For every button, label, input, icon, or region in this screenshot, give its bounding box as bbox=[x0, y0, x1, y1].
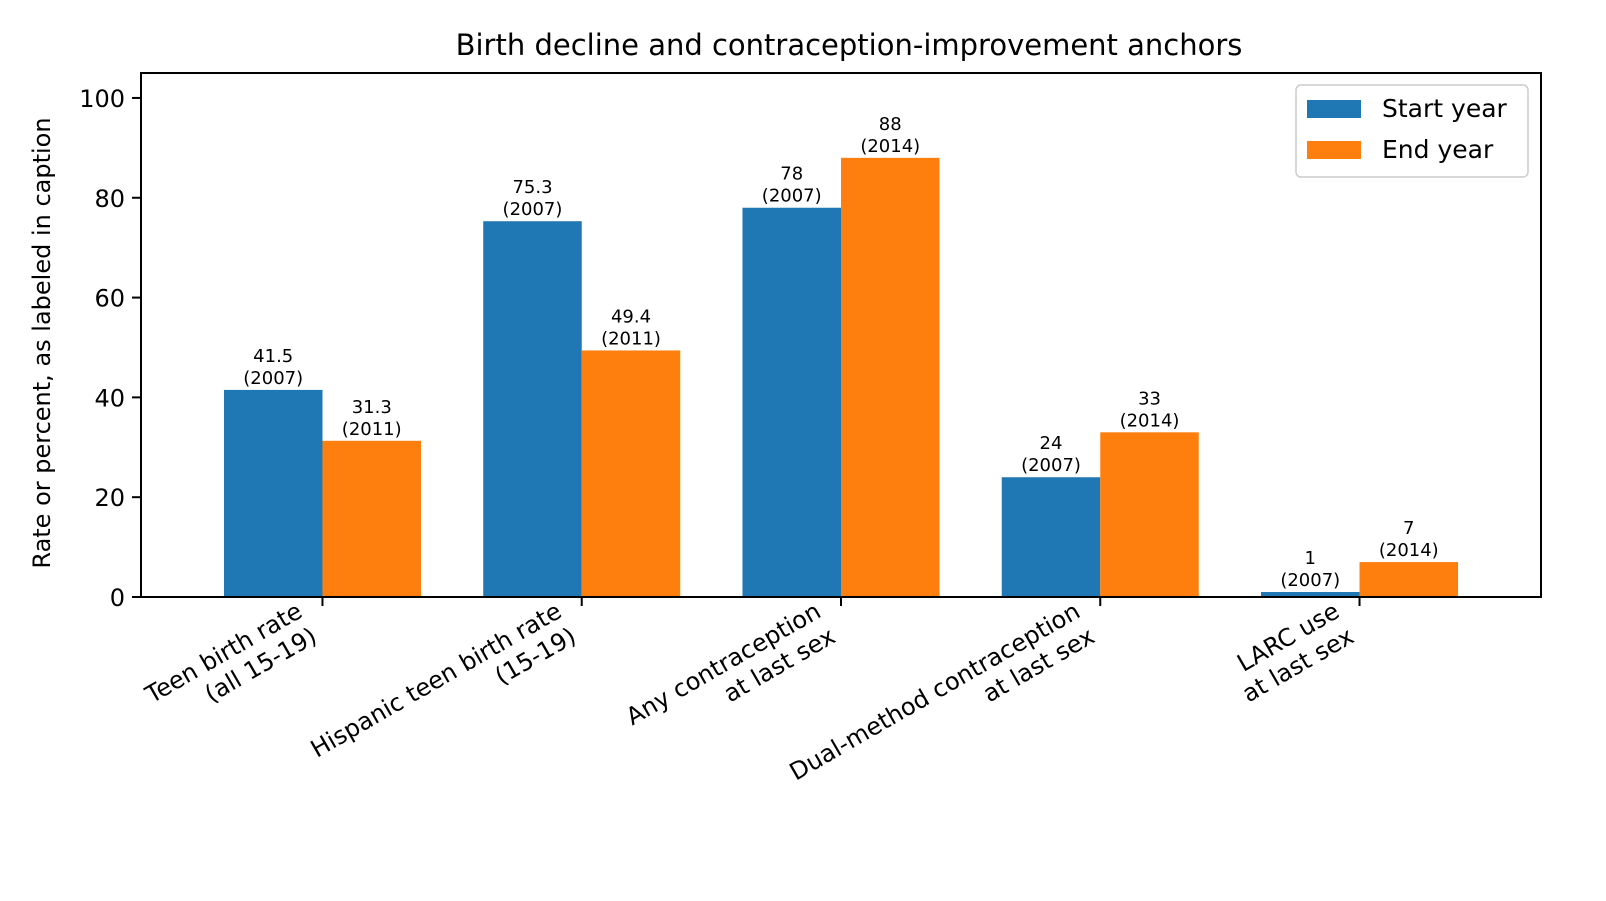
bar-value-label: 24 bbox=[1040, 433, 1063, 454]
bar-value-label: 78 bbox=[780, 164, 803, 185]
bar-value-label: 49.4 bbox=[611, 306, 651, 327]
bar-year-label: (2011) bbox=[601, 328, 661, 349]
y-tick-label: 100 bbox=[79, 85, 125, 113]
legend-swatch-start bbox=[1307, 100, 1361, 118]
chart-title: Birth decline and contraception-improvem… bbox=[456, 28, 1243, 62]
bar-value-label: 33 bbox=[1138, 388, 1161, 409]
y-tick-label: 0 bbox=[110, 584, 125, 612]
bar-start-4 bbox=[1261, 592, 1360, 597]
bar-value-label: 1 bbox=[1305, 548, 1316, 569]
bar-end-0 bbox=[322, 440, 421, 597]
y-tick-label: 20 bbox=[94, 484, 125, 512]
bar-end-1 bbox=[581, 350, 681, 597]
bar-value-label: 41.5 bbox=[253, 346, 293, 367]
bar-year-label: (2007) bbox=[243, 368, 303, 389]
bar-year-label: (2007) bbox=[1280, 570, 1340, 591]
bar-year-label: (2007) bbox=[503, 199, 563, 220]
bar-year-label: (2014) bbox=[1379, 540, 1439, 561]
legend-swatch-end bbox=[1307, 141, 1361, 159]
y-tick-label: 60 bbox=[94, 285, 125, 313]
legend-label: End year bbox=[1382, 135, 1494, 164]
legend: Start year End year bbox=[1295, 84, 1529, 178]
bar-value-label: 88 bbox=[879, 114, 902, 135]
bar-end-3 bbox=[1100, 432, 1199, 597]
bar-year-label: (2014) bbox=[1120, 410, 1180, 431]
bar-value-label: 31.3 bbox=[352, 397, 392, 418]
bar-year-label: (2011) bbox=[342, 419, 402, 440]
bar-value-label: 75.3 bbox=[512, 177, 552, 198]
bar-end-2 bbox=[841, 157, 940, 597]
bar-end-4 bbox=[1359, 562, 1459, 597]
bar-start-0 bbox=[223, 389, 323, 597]
bar-value-label: 7 bbox=[1403, 518, 1414, 539]
bar-year-label: (2014) bbox=[860, 136, 920, 157]
y-tick-label: 40 bbox=[94, 384, 125, 412]
bar-start-2 bbox=[742, 207, 841, 598]
bar-year-label: (2007) bbox=[762, 186, 822, 207]
bar-year-label: (2007) bbox=[1021, 455, 1081, 476]
bar-start-3 bbox=[1001, 477, 1101, 597]
bar-start-1 bbox=[483, 221, 582, 597]
legend-label: Start year bbox=[1382, 94, 1508, 123]
y-axis-label: Rate or percent, as labeled in caption bbox=[28, 117, 56, 568]
y-tick-label: 80 bbox=[94, 185, 125, 213]
